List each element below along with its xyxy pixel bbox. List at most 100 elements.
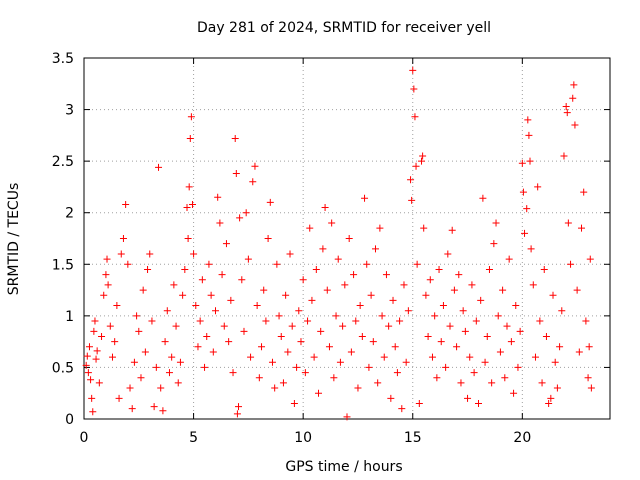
data-point [437, 338, 445, 346]
data-point [135, 327, 143, 335]
data-point [264, 235, 272, 242]
data-point [378, 312, 386, 320]
data-point [113, 302, 121, 310]
data-point [286, 250, 294, 258]
data-point [82, 361, 90, 369]
data-point [350, 271, 358, 279]
data-point [247, 353, 255, 361]
data-point [233, 410, 241, 418]
data-point [194, 343, 202, 351]
data-point [240, 327, 248, 335]
y-tick-label: 2 [65, 206, 74, 222]
data-point [235, 403, 243, 411]
data-point [87, 376, 95, 384]
data-point [181, 265, 189, 273]
data-point [297, 338, 305, 346]
data-point [244, 255, 252, 263]
data-point [301, 369, 309, 377]
data-point [424, 332, 432, 340]
data-point [174, 379, 182, 387]
data-point [505, 255, 513, 263]
data-point [238, 276, 246, 284]
data-point [501, 374, 509, 382]
data-point [100, 291, 108, 299]
data-point [128, 405, 136, 413]
data-point [266, 198, 274, 206]
data-point [290, 400, 298, 408]
data-point [420, 224, 428, 232]
data-point [410, 85, 418, 93]
data-point [251, 162, 259, 170]
data-point [258, 343, 266, 351]
data-point [137, 374, 145, 382]
data-point [111, 338, 119, 346]
data-point [262, 317, 270, 325]
data-point [260, 286, 268, 294]
data-point [455, 271, 463, 279]
data-point [229, 369, 237, 377]
data-point [117, 250, 125, 258]
data-point [512, 302, 520, 310]
data-point [389, 296, 397, 304]
data-point [542, 332, 550, 340]
data-point [172, 322, 180, 330]
data-point [183, 204, 191, 212]
x-tick-label: 15 [404, 430, 422, 446]
data-point [457, 379, 465, 387]
y-axis-label: SRMTID / TECUs [6, 183, 22, 296]
data-point [288, 322, 296, 330]
data-point [141, 348, 149, 356]
y-tick-label: 1.5 [52, 257, 74, 273]
data-point [356, 302, 364, 310]
data-point [295, 307, 303, 315]
data-point [308, 296, 316, 304]
data-point [496, 348, 504, 356]
data-point [271, 384, 279, 392]
data-point [488, 379, 496, 387]
data-point [352, 317, 360, 325]
data-point [529, 281, 537, 289]
data-point [412, 162, 420, 170]
data-point [315, 389, 323, 397]
data-point [534, 183, 542, 191]
data-point [408, 196, 416, 204]
data-point [323, 286, 331, 294]
data-point [317, 327, 325, 335]
data-point [242, 209, 250, 217]
data-point [380, 353, 388, 361]
data-point [231, 134, 239, 142]
data-point [306, 224, 314, 232]
data-point [321, 204, 329, 212]
data-point [536, 317, 544, 325]
data-point [407, 176, 415, 184]
data-point [477, 296, 485, 304]
data-point [268, 358, 276, 366]
data-point [205, 260, 213, 268]
data-point [444, 250, 452, 258]
data-point [159, 407, 167, 415]
data-point [222, 240, 230, 248]
data-point [475, 400, 482, 408]
data-point [176, 358, 184, 366]
data-point [525, 131, 533, 139]
data-point [369, 338, 377, 346]
data-point [521, 229, 529, 237]
data-point [413, 260, 421, 268]
data-point [558, 307, 566, 315]
data-point [374, 379, 382, 387]
data-point [249, 178, 257, 186]
data-point [526, 157, 534, 165]
data-point [104, 281, 112, 289]
data-point [201, 363, 209, 371]
data-point [312, 265, 320, 273]
data-point [157, 384, 165, 392]
data-point [461, 327, 469, 335]
data-point [161, 338, 169, 346]
data-point [376, 224, 384, 232]
data-point [584, 374, 592, 382]
data-point [299, 276, 307, 284]
data-point [98, 332, 106, 340]
data-point [152, 363, 160, 371]
data-point [155, 163, 163, 171]
data-point [499, 286, 507, 294]
